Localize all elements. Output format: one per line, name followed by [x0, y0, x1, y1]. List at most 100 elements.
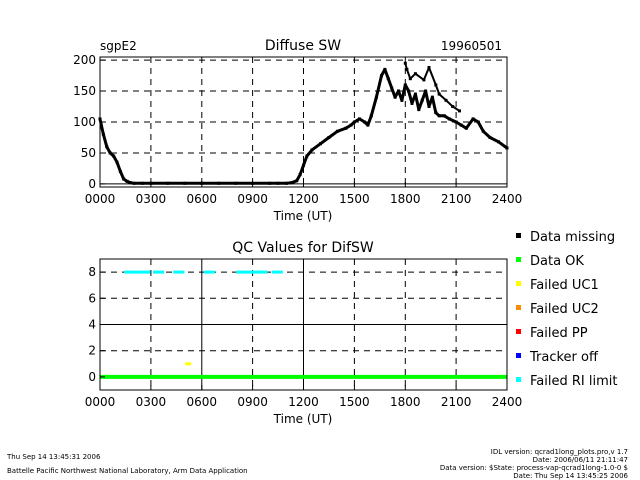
diffuse-sw-point — [407, 89, 411, 93]
chart1-x-tick-label: 0600 — [187, 192, 218, 206]
legend-marker — [516, 353, 521, 358]
chart2-x-tick-label: 2400 — [492, 395, 523, 409]
legend-marker — [516, 281, 521, 286]
legend-label: Failed UC2 — [530, 302, 599, 317]
footer-data-date: Date: Thu Sep 14 13:45:25 2006 — [513, 472, 628, 480]
chart2-y-tick-label: 8 — [88, 265, 96, 279]
diffuse-sw-point — [108, 151, 112, 155]
qc-point-failed-ri-limit — [158, 270, 165, 274]
diffuse-sw-point — [268, 181, 272, 185]
chart1-x-tick-label: 2400 — [492, 192, 523, 206]
chart1-date-label: 19960501 — [441, 39, 502, 53]
diffuse-sw-point — [349, 123, 353, 127]
chart2-x-tick-label: 1800 — [390, 395, 421, 409]
diffuse-sw-point — [444, 98, 448, 102]
legend-label: Data missing — [530, 230, 615, 245]
footer-version-date: Date: 2006/06/11 21:11:47 — [532, 456, 628, 464]
diffuse-sw-point — [125, 179, 129, 183]
footer-idl-version: IDL version: qcrad1long_plots.pro,v 1.7 — [490, 448, 628, 456]
diffuse-sw-point — [458, 109, 461, 113]
diffuse-sw-chart: sgpE2 Diffuse SW 19960501 Time (UT) 0000… — [73, 38, 522, 223]
diffuse-sw-point — [393, 95, 397, 99]
diffuse-sw-point — [413, 92, 417, 96]
qc-point-failed-ri-limit — [153, 270, 159, 274]
qc-point-failed-ri-limit — [203, 270, 210, 274]
chart1-x-tick-label: 1500 — [339, 192, 370, 206]
diffuse-sw-point — [118, 170, 122, 173]
diffuse-sw-point — [424, 89, 428, 93]
legend-label: Tracker off — [529, 350, 599, 365]
diffuse-sw-point — [166, 181, 170, 185]
diffuse-sw-point — [101, 132, 105, 136]
footer-organization: Battelle Pacific Northwest National Labo… — [7, 467, 248, 475]
diffuse-sw-point — [298, 173, 302, 177]
diffuse-sw-point — [454, 120, 458, 124]
diffuse-sw-point — [413, 72, 417, 76]
chart1-y-tick-label: 50 — [81, 146, 96, 160]
qc-values-chart: QC Values for DifSW Time (UT) 0000 0300 06… — [85, 240, 523, 426]
chart1-y-tick-label: 150 — [73, 84, 96, 98]
chart1-x-tick-label: 1800 — [390, 192, 421, 206]
diffuse-sw-point — [129, 181, 132, 185]
diffuse-sw-point — [434, 83, 438, 87]
diffuse-sw-point — [497, 140, 500, 144]
diffuse-sw-point — [400, 98, 404, 102]
diffuse-sw-point — [420, 98, 424, 102]
diffuse-sw-point — [380, 74, 383, 78]
diffuse-sw-point — [105, 145, 109, 149]
diffuse-sw-point — [366, 123, 370, 127]
chart2-x-tick-label: 0000 — [85, 395, 116, 409]
diffuse-sw-point — [122, 177, 126, 181]
qc-point-failed-ri-limit — [144, 270, 151, 274]
diffuse-sw-point — [112, 154, 116, 158]
diffuse-sw-point — [369, 114, 373, 118]
chart1-x-tick-label: 2100 — [441, 192, 472, 206]
diffuse-sw-point — [403, 61, 407, 65]
diffuse-sw-point — [132, 181, 136, 185]
chart1-x-tick-label: 0900 — [237, 192, 268, 206]
qc-point-failed-ri-limit — [246, 270, 253, 274]
chart2-y-tick-label: 2 — [88, 344, 96, 358]
qc-point-failed-uc1 — [185, 362, 192, 366]
diffuse-sw-point — [302, 163, 305, 167]
diffuse-sw-point — [476, 120, 480, 124]
qc-point-failed-ri-limit — [251, 270, 258, 274]
qc-point-failed-ri-limit — [241, 270, 248, 274]
qc-legend: Data missing Data OK Failed UC1 Failed UC2 F… — [516, 230, 617, 389]
chart2-x-tick-label: 0600 — [187, 395, 218, 409]
diffuse-sw-point — [437, 92, 441, 96]
legend-marker — [516, 377, 521, 382]
diffuse-sw-point — [290, 181, 294, 185]
diffuse-sw-point — [437, 114, 441, 118]
qc-point-failed-ri-limit — [271, 270, 278, 274]
diffuse-sw-point — [408, 77, 412, 81]
qc-point-failed-ri-limit — [236, 270, 243, 274]
qc-point-failed-ri-limit — [124, 270, 131, 274]
qc-point-failed-ri-limit — [256, 270, 263, 274]
diffuse-sw-point — [427, 66, 431, 69]
diffuse-sw-point — [397, 89, 400, 93]
legend-marker — [516, 305, 521, 310]
diffuse-sw-point — [276, 181, 280, 185]
chart2-x-tick-label: 2100 — [441, 395, 472, 409]
footer-timestamp: Thu Sep 14 13:45:31 2006 — [7, 453, 101, 461]
diffuse-sw-point — [335, 129, 339, 133]
chart2-x-tick-label: 0900 — [237, 395, 268, 409]
diffuse-sw-point — [442, 114, 446, 118]
diffuse-sw-point — [451, 105, 455, 108]
diffuse-sw-point — [390, 86, 394, 90]
legend-label: Failed UC1 — [530, 278, 599, 293]
legend-label: Failed RI limit — [530, 374, 617, 389]
chart1-x-tick-label: 0300 — [136, 192, 167, 206]
chart2-x-tick-label: 1500 — [339, 395, 370, 409]
chart1-y-tick-label: 100 — [73, 115, 96, 129]
chart2-y-tick-label: 0 — [88, 370, 96, 384]
diffuse-sw-point — [459, 123, 463, 127]
legend-marker — [516, 257, 521, 262]
diffuse-sw-point — [464, 126, 468, 130]
diffuse-sw-point — [310, 148, 314, 152]
diffuse-sw-point — [430, 95, 434, 99]
diffuse-sw-point — [352, 120, 356, 124]
chart1-y-tick-label: 200 — [73, 53, 96, 67]
